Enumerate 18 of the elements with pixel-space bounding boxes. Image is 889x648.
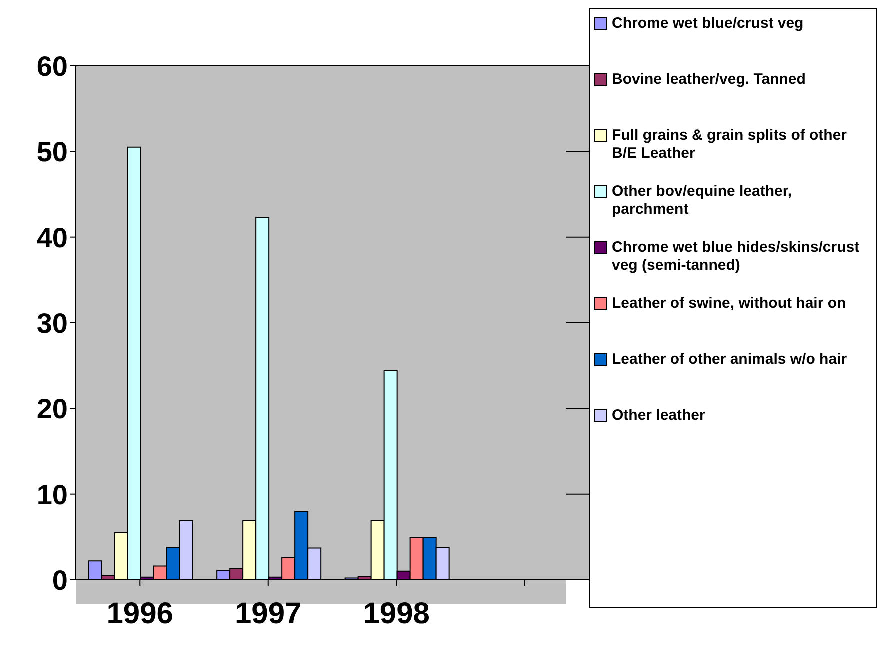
y-tick-label: 10 <box>36 479 68 510</box>
legend-label: Leather of swine, without hair on <box>612 295 846 313</box>
legend-label: Chrome wet blue/crust veg <box>612 15 804 33</box>
y-tick-label: 0 <box>52 564 68 596</box>
x-tick-label: 1997 <box>235 597 302 630</box>
y-tick-label: 20 <box>36 394 68 425</box>
legend-label: Bovine leather/veg. Tanned <box>612 71 806 89</box>
x-tick-label: 1998 <box>363 597 430 630</box>
legend-label: Other leather <box>612 407 706 425</box>
x-tick-label: 1996 <box>106 597 174 630</box>
y-tick-label: 30 <box>36 308 68 339</box>
y-tick-label: 50 <box>36 136 68 168</box>
legend-label: Full grains & grain splits of other B/E Leather <box>612 127 848 163</box>
legend-label: Other bov/equine leather, parchment <box>612 183 794 219</box>
legend-label: Chrome wet blue hides/skins/crust veg (semi-tanned) <box>612 239 861 275</box>
y-tick-label: 60 <box>36 50 68 82</box>
legend-label: Leather of other animals w/o hair <box>612 351 848 369</box>
y-tick-label: 40 <box>36 222 68 254</box>
